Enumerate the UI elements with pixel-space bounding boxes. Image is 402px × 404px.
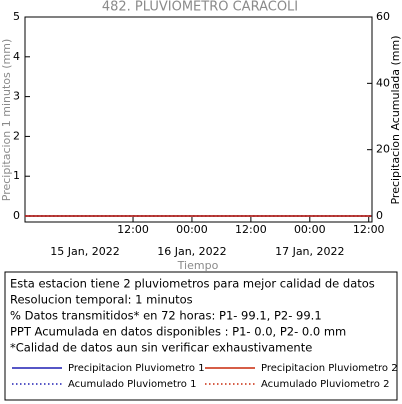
info-line: *Calidad de datos aun sin verificar exha…: [10, 341, 312, 355]
y-tick-label: 2: [13, 129, 20, 142]
info-line: Esta estacion tiene 2 pluviometros para …: [10, 277, 375, 291]
legend-label: Precipitacion Pluviometro 2: [261, 363, 398, 374]
y2-tick-label: 40: [376, 76, 390, 89]
y-tick-label: 0: [13, 209, 20, 222]
x-date-label: 15 Jan, 2022: [50, 245, 119, 258]
x-tick-label: 12:00: [353, 223, 385, 236]
info-line: PPT Acumulada en datos disponibles : P1-…: [10, 325, 346, 339]
x-tick-label: 12:00: [235, 223, 267, 236]
plot-frame: [24, 16, 373, 223]
x-tick-label: 12:00: [117, 223, 149, 236]
legend-label: Acumulado Pluviometro 1: [68, 379, 196, 390]
legend-label: Acumulado Pluviometro 2: [261, 379, 389, 390]
info-line: Resolucion temporal: 1 minutos: [10, 293, 193, 307]
x-date-label: 16 Jan, 2022: [157, 245, 226, 258]
y2-tick-label: 20: [376, 143, 390, 156]
y-tick-label: 4: [13, 50, 20, 63]
y2-tick-label: 0: [376, 209, 383, 222]
y-tick-label: 5: [13, 10, 20, 23]
x-tick-label: 00:00: [294, 223, 326, 236]
x-tick-label: 00:00: [176, 223, 208, 236]
y-tick-label: 1: [13, 169, 20, 182]
info-box: [4, 271, 398, 401]
x-date-label: 17 Jan, 2022: [275, 245, 344, 258]
y2-axis-title: Precipitacion Acumulada (mm): [389, 35, 402, 204]
y2-tick-label: 60: [376, 10, 390, 23]
legend-label: Precipitacion Pluviometro 1: [68, 363, 205, 374]
y-tick-label: 3: [13, 90, 20, 103]
chart-title: 482. PLUVIOMETRO CARACOLI: [102, 0, 298, 15]
x-axis-title: Tiempo: [177, 259, 219, 272]
info-line: % Datos transmitidos* en 72 horas: P1- 9…: [10, 309, 322, 323]
y-axis-title: Precipitacion 1 minutos (mm): [0, 39, 13, 201]
